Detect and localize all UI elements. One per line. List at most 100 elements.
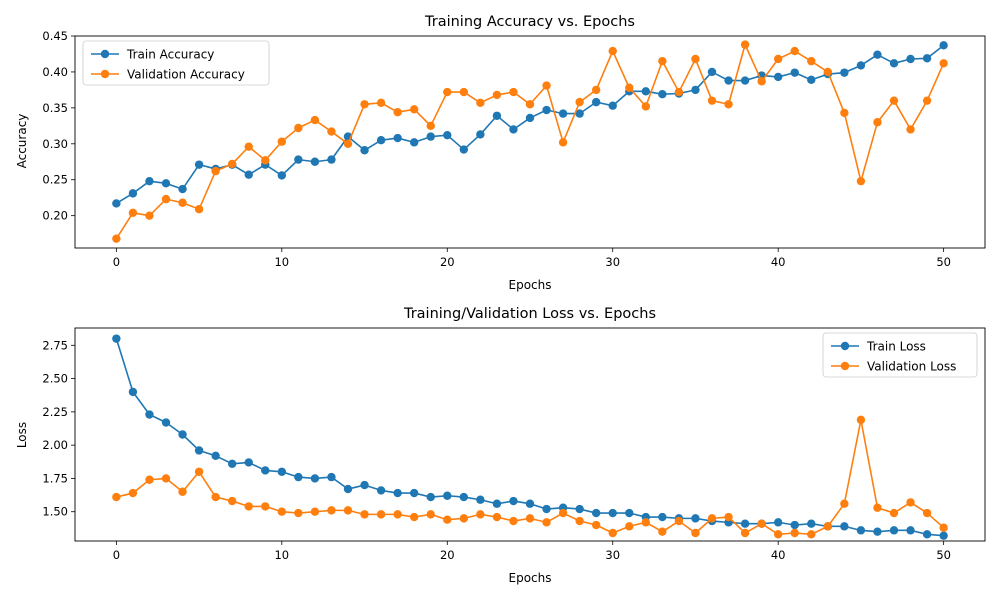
accuracy-legend-label: Validation Accuracy [127, 68, 245, 82]
loss-train-point [409, 488, 419, 498]
accuracy-validation-point [707, 96, 717, 105]
accuracy-train-point [691, 85, 700, 95]
accuracy-train-point [889, 59, 899, 68]
accuracy-train-point [492, 111, 502, 120]
accuracy-validation-point [558, 138, 568, 147]
accuracy-validation-point [211, 166, 220, 176]
accuracy-train-point [161, 179, 171, 188]
accuracy-validation-point [476, 98, 485, 108]
accuracy-validation-point [443, 87, 452, 97]
accuracy-validation-point [244, 142, 253, 151]
loss-train-point [790, 520, 799, 530]
loss-validation-point [294, 508, 303, 518]
accuracy-validation-point [658, 56, 667, 66]
accuracy-train-point [591, 97, 601, 107]
accuracy-validation-point [426, 121, 435, 131]
accuracy-train-point [641, 87, 651, 96]
accuracy-validation-point [178, 198, 187, 207]
accuracy-validation-point [509, 87, 518, 97]
loss-validation-point [641, 518, 651, 527]
loss-train-point [691, 514, 700, 523]
loss-y-tick-label: 2.25 [42, 405, 68, 419]
accuracy-train-point [773, 72, 783, 82]
loss-train-point [343, 484, 353, 494]
loss-validation-point [277, 507, 287, 516]
loss-legend: Train Loss Validation Loss [822, 332, 978, 378]
loss-validation-point [161, 474, 171, 483]
loss-train-point [277, 467, 287, 476]
loss-validation-point [542, 518, 551, 527]
loss-validation-point [211, 492, 220, 502]
loss-validation-point [443, 515, 452, 524]
loss-train-point [393, 488, 402, 498]
loss-validation-point [360, 510, 369, 519]
loss-x-tick-label: 20 [440, 548, 455, 562]
loss-validation-point [409, 512, 419, 522]
accuracy-validation-point [261, 156, 270, 165]
accuracy-validation-point [906, 125, 915, 134]
accuracy-legend-box [82, 40, 270, 86]
loss-legend-label: Train Loss [866, 340, 926, 354]
loss-chart: Training/Validation Loss vs. Epochs Epoc… [15, 306, 986, 585]
accuracy-train-point [790, 68, 799, 77]
loss-x-tick-label: 30 [605, 548, 620, 562]
accuracy-validation-point [856, 176, 866, 186]
accuracy-train-point [426, 132, 435, 141]
loss-train-point [575, 504, 584, 514]
loss-validation-point [327, 506, 336, 515]
accuracy-validation-point [840, 108, 849, 118]
accuracy-validation-point [807, 56, 816, 66]
loss-train-point [492, 499, 502, 508]
loss-train-point [939, 531, 948, 540]
accuracy-train-point [443, 130, 452, 140]
loss-validation-point [840, 499, 849, 508]
accuracy-x-tick-label: 10 [274, 255, 289, 269]
loss-validation-point [261, 502, 270, 511]
accuracy-validation-point [277, 137, 287, 146]
loss-validation-point [856, 415, 866, 425]
accuracy-axes-frame [74, 35, 986, 249]
accuracy-train-point [360, 146, 369, 155]
loss-validation-point [227, 496, 237, 506]
loss-validation-point [873, 503, 882, 512]
accuracy-train-point [459, 145, 469, 154]
accuracy-train-point [807, 75, 816, 85]
loss-train-point [376, 486, 386, 495]
accuracy-validation-point [393, 107, 402, 117]
loss-validation-point [426, 510, 435, 519]
accuracy-train-point [658, 90, 667, 99]
loss-train-point [294, 472, 303, 482]
loss-train-point [922, 530, 932, 539]
loss-train-point [542, 504, 551, 514]
accuracy-x-tick-label: 40 [771, 255, 786, 269]
accuracy-x-tick-label: 20 [440, 255, 455, 269]
loss-x-tick-label: 10 [274, 548, 289, 562]
accuracy-train-point [194, 160, 204, 169]
accuracy-y-tick-label: 0.35 [42, 101, 68, 115]
accuracy-train-point [244, 170, 253, 179]
loss-train-point [128, 387, 138, 397]
accuracy-legend-swatch-marker [100, 69, 110, 79]
loss-y-tick-label: 2.75 [42, 338, 68, 352]
accuracy-validation-point [194, 204, 204, 214]
loss-validation-point [608, 528, 617, 538]
accuracy-chart-y-axis-label: Accuracy [15, 114, 29, 169]
loss-train-point [889, 526, 899, 535]
accuracy-validation-point [376, 98, 386, 108]
accuracy-validation-point [310, 115, 320, 125]
loss-train-point [773, 518, 783, 527]
accuracy-train-point [327, 155, 336, 164]
loss-validation-point [476, 510, 485, 519]
loss-train-point [161, 418, 171, 427]
loss-train-point [261, 466, 270, 475]
loss-validation-point [376, 510, 386, 519]
loss-validation-point [889, 508, 899, 518]
loss-train-point [244, 458, 253, 467]
loss-train-point [227, 459, 237, 468]
accuracy-train-point [707, 67, 717, 77]
loss-train-point [591, 508, 601, 518]
loss-validation-point [343, 506, 353, 515]
accuracy-train-point [509, 125, 518, 134]
accuracy-validation-point [625, 83, 634, 92]
